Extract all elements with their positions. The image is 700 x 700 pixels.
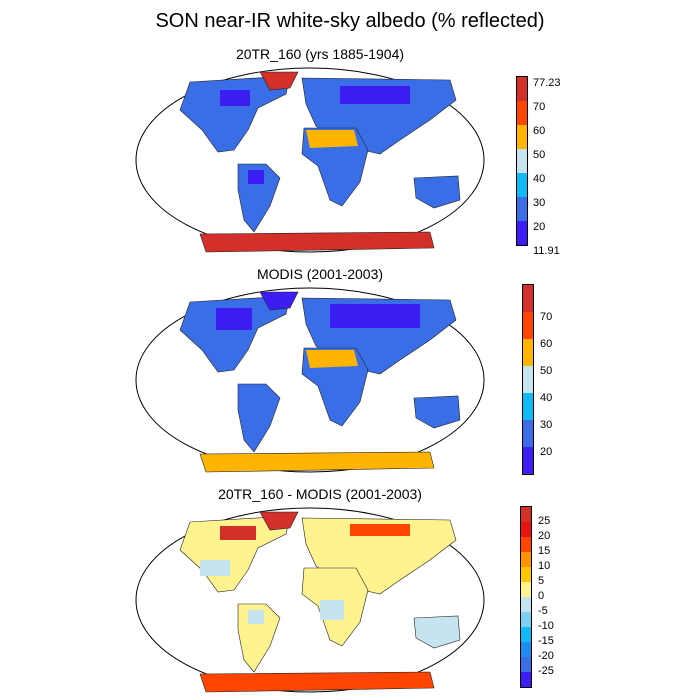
colorbar-label: 77.23 bbox=[533, 77, 561, 89]
colorbar-swatch bbox=[520, 537, 532, 552]
colorbar-label: 20 bbox=[540, 446, 553, 458]
siberia-patch bbox=[350, 524, 410, 536]
colorbar-label: 0 bbox=[538, 590, 545, 602]
panel-modis: MODIS (2001-2003) 70 60 50 40 30 20 bbox=[0, 260, 700, 480]
colorbar-label: 5 bbox=[538, 575, 545, 587]
colorbar-swatch bbox=[516, 173, 528, 197]
colorbar-label: 25 bbox=[538, 515, 551, 527]
colorbar-swatch bbox=[516, 197, 528, 221]
colorbar-swatch bbox=[522, 420, 534, 447]
world-map-modis bbox=[135, 287, 485, 473]
siberia-patch bbox=[330, 304, 420, 328]
colorbar-label: -5 bbox=[538, 605, 548, 617]
panel-title: 20TR_160 - MODIS (2001-2003) bbox=[218, 486, 422, 502]
antarctica bbox=[199, 231, 435, 253]
canada-patch bbox=[220, 526, 256, 540]
colorbar-swatch bbox=[522, 312, 534, 339]
colorbar-label: 60 bbox=[540, 338, 553, 350]
antarctica bbox=[199, 451, 435, 473]
map-group bbox=[135, 67, 485, 253]
colorbar-label: 50 bbox=[540, 365, 553, 377]
colorbar-swatch bbox=[516, 76, 528, 101]
colorbar-swatch bbox=[520, 506, 532, 522]
africa-patch bbox=[320, 600, 344, 620]
colorbar-labels-model: 77.23 70 60 50 40 30 20 11.91 bbox=[533, 71, 561, 263]
colorbar-swatch bbox=[522, 447, 534, 475]
australia bbox=[413, 395, 461, 429]
colorbar-label: 11.91 bbox=[533, 245, 560, 257]
colorbar-label: 40 bbox=[540, 392, 553, 404]
colorbar-swatch bbox=[520, 612, 532, 627]
usa-patch bbox=[200, 560, 230, 576]
colorbar-swatch bbox=[520, 672, 532, 688]
colorbar-swatch bbox=[522, 393, 534, 420]
world-map-difference bbox=[135, 507, 485, 693]
siberia-patch bbox=[340, 86, 410, 104]
colorbar-label: 30 bbox=[540, 419, 553, 431]
colorbar-swatch bbox=[522, 284, 534, 312]
colorbar-label: 15 bbox=[538, 545, 551, 557]
world-map-model bbox=[135, 67, 485, 253]
figure-title: SON near-IR white-sky albedo (% reflecte… bbox=[155, 10, 545, 32]
colorbar-swatch bbox=[520, 597, 532, 612]
greenland bbox=[259, 511, 299, 531]
greenland bbox=[259, 71, 299, 91]
colorbar-label: 60 bbox=[533, 125, 546, 137]
colorbar-swatch bbox=[516, 101, 528, 125]
panel-difference: 20TR_160 - MODIS (2001-2003) bbox=[0, 480, 700, 700]
antarctica bbox=[199, 671, 435, 693]
colorbar-difference bbox=[520, 506, 532, 694]
colorbar-swatch bbox=[520, 627, 532, 642]
colorbar-swatch bbox=[516, 221, 528, 246]
canada-patch bbox=[220, 90, 250, 106]
australia bbox=[413, 615, 461, 649]
colorbar-swatch bbox=[520, 642, 532, 657]
colorbar-swatch bbox=[520, 522, 532, 537]
colorbar-labels-difference: 25 20 15 10 5 0 -5 -10 -15 -20 -25 bbox=[538, 514, 554, 679]
colorbar-label: 10 bbox=[538, 560, 551, 572]
map-group bbox=[135, 287, 485, 473]
colorbar-swatch bbox=[522, 339, 534, 366]
colorbar-swatch bbox=[522, 366, 534, 393]
sahara bbox=[306, 350, 358, 368]
map-group bbox=[135, 507, 485, 693]
panel-model: 20TR_160 (yrs 1885-1904) 77.23 70 bbox=[0, 0, 700, 260]
amazon-patch bbox=[248, 610, 264, 624]
sahara bbox=[306, 130, 358, 148]
canada-patch bbox=[216, 308, 252, 330]
colorbar-label: 30 bbox=[533, 197, 546, 209]
amazon-patch bbox=[248, 170, 264, 184]
colorbar-model bbox=[516, 76, 528, 246]
colorbar-label: -25 bbox=[538, 665, 554, 677]
colorbar-swatch bbox=[520, 582, 532, 597]
colorbar-label: 20 bbox=[533, 221, 546, 233]
colorbar-label: 20 bbox=[538, 530, 551, 542]
colorbar-swatch bbox=[520, 552, 532, 567]
colorbar-label: -15 bbox=[538, 635, 554, 647]
colorbar-label: 50 bbox=[533, 149, 546, 161]
colorbar-swatch bbox=[520, 567, 532, 582]
colorbar-label: 70 bbox=[540, 311, 553, 323]
panel-title: MODIS (2001-2003) bbox=[256, 266, 384, 282]
colorbar-label: 70 bbox=[533, 101, 546, 113]
south-america bbox=[237, 383, 281, 453]
greenland bbox=[259, 291, 299, 311]
colorbar-swatch bbox=[520, 657, 532, 672]
colorbar-modis bbox=[522, 284, 534, 475]
colorbar-labels-modis: 70 60 50 40 30 20 bbox=[540, 304, 552, 466]
colorbar-label: 40 bbox=[533, 173, 546, 185]
panel-title: 20TR_160 (yrs 1885-1904) bbox=[235, 46, 405, 62]
colorbar-label: -20 bbox=[538, 650, 554, 662]
colorbar-swatch bbox=[516, 125, 528, 149]
colorbar-swatch bbox=[516, 149, 528, 173]
australia bbox=[413, 175, 461, 209]
colorbar-label: -10 bbox=[538, 620, 554, 632]
